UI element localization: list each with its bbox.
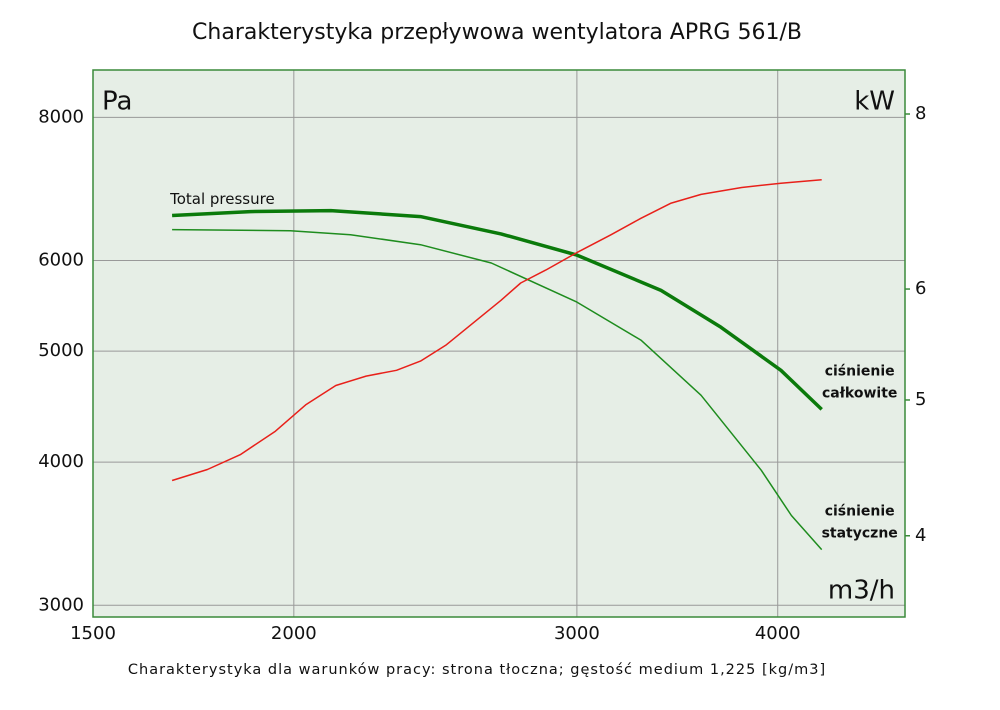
y2-tick-label: 8	[915, 103, 926, 124]
y-tick-label: 5000	[38, 340, 84, 361]
y-unit: Pa	[102, 87, 132, 117]
series-label: ciśnienie	[825, 504, 895, 520]
y2-unit: kW	[854, 87, 895, 117]
series-label: statyczne	[822, 526, 898, 542]
x-tick-label: 2000	[271, 623, 317, 644]
series-line	[172, 208, 823, 411]
x-unit: m3/h	[828, 576, 895, 606]
series-line	[171, 179, 822, 482]
series-line	[172, 228, 823, 551]
y-tick-label: 6000	[38, 249, 84, 270]
y-tick-label: 3000	[38, 594, 84, 615]
series-name: Total pressure	[169, 190, 275, 208]
y-tick-label: 4000	[38, 451, 84, 472]
x-tick-label: 1500	[70, 623, 116, 644]
y2-tick-label: 4	[915, 525, 926, 546]
chart-title: Charakterystyka przepływowa wentylatora …	[192, 20, 802, 45]
x-tick-label: 3000	[554, 623, 600, 644]
plot-border	[92, 69, 906, 618]
y2-tick-label: 5	[915, 389, 926, 410]
footnote: Charakterystyka dla warunków pracy: stro…	[128, 662, 826, 678]
series-label: całkowite	[822, 385, 897, 401]
series-label: ciśnienie	[825, 363, 895, 379]
x-tick-label: 4000	[755, 623, 801, 644]
y2-tick-label: 6	[915, 278, 926, 299]
plot-area	[93, 70, 905, 617]
y-tick-label: 8000	[38, 106, 84, 127]
